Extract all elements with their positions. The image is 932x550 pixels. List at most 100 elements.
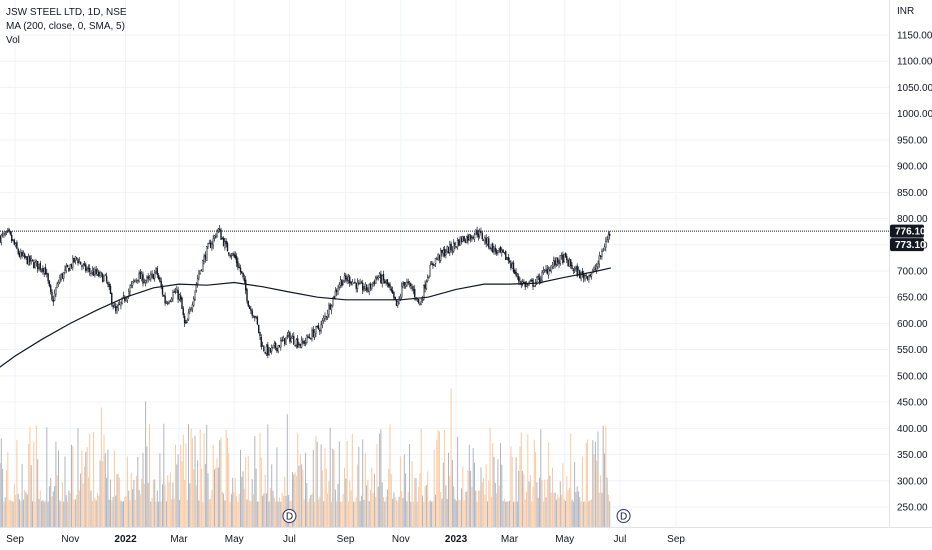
candle-body: [345, 275, 347, 280]
time-tick-label: Mar: [170, 534, 188, 545]
volume-label[interactable]: Vol: [6, 35, 20, 46]
volume-bar: [316, 441, 318, 527]
candle-body: [298, 344, 300, 348]
volume-bar: [419, 473, 421, 527]
candle-body: [577, 269, 580, 276]
candle-body: [549, 270, 551, 272]
candle-body: [391, 290, 394, 294]
candle-body: [248, 306, 251, 310]
candle-body: [326, 313, 329, 318]
volume-bar: [82, 483, 84, 527]
price-tick-label: 350.00: [897, 450, 928, 461]
symbol-title[interactable]: JSW STEEL LTD, 1D, NSE: [6, 7, 127, 18]
volume-bar: [201, 468, 202, 527]
candle-body: [241, 271, 243, 274]
volume-bar: [128, 490, 130, 527]
volume-bar: [308, 498, 310, 527]
volume-bar: [399, 456, 401, 527]
candle-body: [14, 243, 17, 247]
candle-body: [228, 252, 230, 255]
price-tick-label: 850.00: [897, 188, 928, 199]
volume-bar: [545, 497, 547, 527]
candle-body: [209, 242, 212, 248]
candle-body: [351, 281, 353, 286]
volume-bar: [593, 454, 595, 527]
candle-body: [43, 267, 45, 274]
volume-bar: [315, 436, 317, 527]
candle-body: [196, 278, 199, 285]
candle-body: [334, 290, 337, 300]
volume-bar: [607, 494, 609, 527]
volume-bar: [340, 501, 342, 527]
volume-bar: [581, 456, 583, 527]
volume-bar: [311, 493, 313, 527]
volume-bar: [206, 424, 208, 527]
price-axis[interactable]: INR 1150.00 1100.00 1050.00 1000.00 950.00 90…: [897, 6, 932, 514]
volume-bar: [215, 467, 217, 527]
volume-bar: [502, 501, 504, 527]
time-tick-label: Sep: [337, 534, 355, 545]
candle-body: [389, 284, 391, 288]
volume-bar: [467, 470, 469, 527]
candle-body: [324, 315, 326, 320]
volume-bar: [483, 477, 485, 527]
volume-bar: [501, 464, 503, 527]
candle-body: [380, 273, 382, 284]
candle-body: [181, 297, 183, 309]
volume-bar: [263, 493, 265, 527]
candle-body: [564, 252, 567, 257]
volume-bar: [440, 491, 442, 527]
candle-body: [83, 263, 86, 265]
dividend-marker-circle[interactable]: [616, 509, 631, 523]
candle-body: [363, 289, 365, 291]
candle-body: [142, 274, 144, 284]
volume-bar: [576, 486, 578, 527]
volume-bar: [471, 487, 473, 527]
volume-bar: [106, 477, 108, 527]
indicator-label[interactable]: MA (200, close, 0, SMA, 5): [6, 21, 125, 32]
volume-bar: [250, 500, 252, 527]
volume-bar: [302, 469, 304, 527]
candle-body: [527, 284, 529, 286]
volume-bar: [394, 497, 396, 527]
time-axis[interactable]: Sep Nov 2022 Mar May Jul Sep Nov 2023 Mar May Jul Se…: [6, 534, 685, 545]
candle-body: [94, 269, 96, 275]
volume-bar: [442, 462, 444, 527]
candle-body: [55, 288, 57, 295]
volume-bar: [243, 488, 245, 527]
candle-body: [473, 234, 476, 240]
volume-bar: [601, 492, 603, 527]
candle-body: [269, 348, 272, 352]
candle-body: [114, 306, 117, 312]
volume-bar: [435, 494, 436, 527]
candle-body: [462, 236, 464, 242]
candle-body: [316, 325, 318, 327]
candle-body: [190, 308, 192, 311]
volume-bar: [138, 490, 140, 527]
volume-bar: [462, 466, 464, 527]
volume-bar: [598, 492, 600, 527]
volume-bar: [164, 484, 166, 527]
volume-bar: [567, 490, 569, 527]
candle-body: [0, 236, 1, 243]
dividend-marker-circle[interactable]: [282, 509, 297, 523]
volume-bar: [518, 470, 520, 527]
volume-bar: [169, 472, 171, 527]
candle-body: [382, 274, 385, 281]
volume-bar: [294, 472, 296, 527]
candle-body: [199, 270, 201, 274]
candle-body: [421, 298, 424, 301]
volume-bar: [90, 490, 92, 527]
price-tick-label: 800.00: [897, 214, 928, 225]
candle-body: [92, 270, 95, 276]
candle-body: [68, 267, 70, 272]
candle-body: [303, 341, 305, 345]
volume-bar: [332, 449, 334, 527]
volume-bar: [126, 456, 128, 527]
candle-body: [359, 282, 361, 285]
candle-body: [113, 305, 116, 308]
volume-bar: [228, 452, 230, 527]
volume-bar: [236, 496, 238, 527]
